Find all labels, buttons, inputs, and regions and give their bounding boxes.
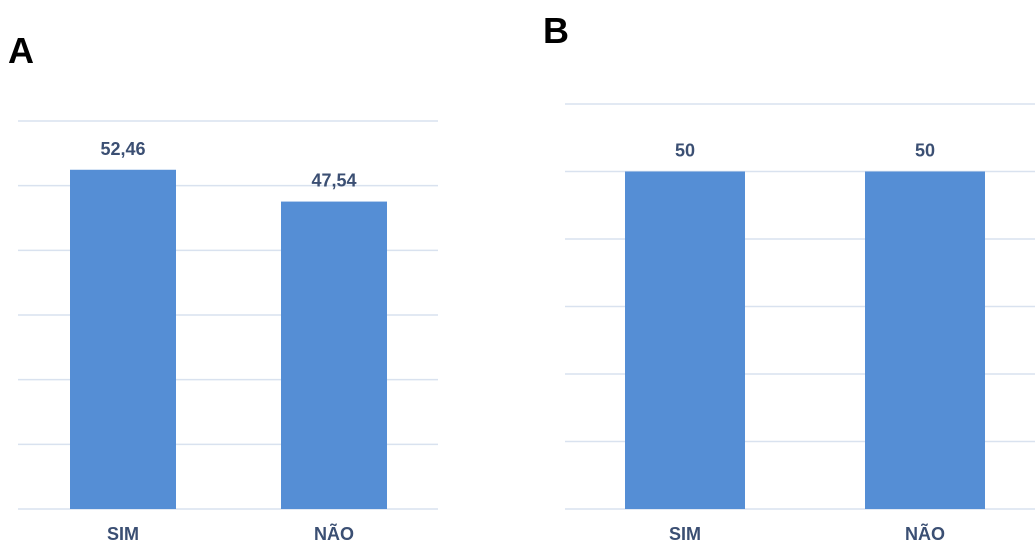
bar-sim <box>70 169 176 509</box>
bar-nao <box>281 201 387 510</box>
bar-sim <box>625 171 745 509</box>
panel-label-a: A <box>8 30 34 71</box>
data-label: 52,46 <box>100 139 145 159</box>
data-label: 50 <box>915 141 935 161</box>
category-label: SIM <box>669 524 701 544</box>
data-label: 47,54 <box>311 171 356 191</box>
panel-label-b: B <box>543 10 569 51</box>
chart-panel-a: 52,46 SIM 47,54 NÃO <box>18 120 438 544</box>
data-label: 50 <box>675 141 695 161</box>
bar-nao <box>865 171 985 509</box>
category-label: NÃO <box>905 523 945 544</box>
category-label: SIM <box>107 524 139 544</box>
chart-panel-b: 50 SIM 50 NÃO <box>565 103 1035 544</box>
category-label: NÃO <box>314 523 354 544</box>
